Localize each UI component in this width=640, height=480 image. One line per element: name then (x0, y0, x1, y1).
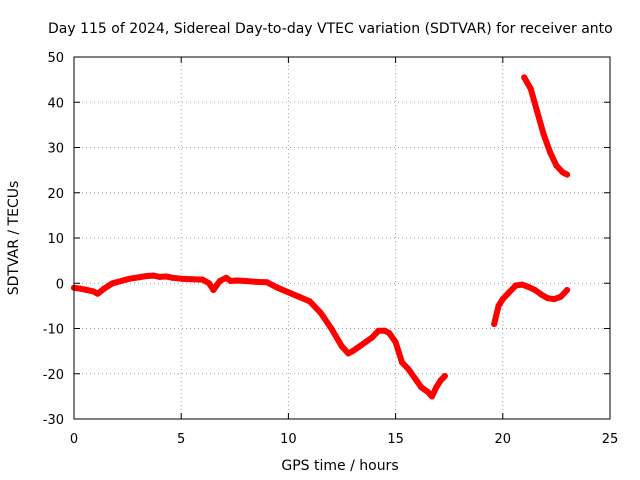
y-tick-label: 40 (47, 96, 64, 111)
data-point (77, 285, 84, 292)
data-point (375, 327, 382, 334)
data-point (188, 276, 195, 283)
data-point (491, 321, 498, 327)
series-line-1 (71, 272, 448, 400)
y-tick-label: 0 (56, 277, 64, 292)
data-point (233, 277, 240, 284)
data-point (317, 309, 324, 316)
x-tick-label: 0 (70, 432, 78, 447)
data-point (264, 279, 270, 286)
data-point (210, 287, 217, 293)
data-point (512, 282, 519, 289)
data-point (525, 283, 532, 290)
data-point (227, 278, 234, 284)
data-point (411, 375, 418, 382)
data-point (169, 274, 176, 281)
data-point (199, 276, 206, 283)
data-point (506, 289, 513, 296)
data-point (253, 278, 260, 285)
data-point (101, 285, 107, 292)
data-point (339, 343, 345, 350)
data-point (150, 272, 157, 279)
data-point (564, 171, 571, 178)
data-point (553, 162, 560, 169)
x-tick-label: 25 (602, 432, 619, 447)
data-point (424, 388, 431, 395)
data-point (143, 273, 150, 279)
data-point (156, 273, 163, 280)
data-point (216, 278, 223, 284)
data-point (547, 149, 553, 155)
data-point (441, 373, 448, 379)
y-tick-label: -10 (43, 323, 64, 338)
data-point (540, 130, 547, 137)
x-tick-label: 10 (280, 432, 297, 447)
data-point (499, 296, 506, 303)
grid-lines (74, 57, 610, 419)
data-point (118, 278, 125, 284)
data-point (433, 384, 440, 391)
data-point (551, 296, 558, 303)
data-point (178, 275, 185, 282)
data-point (83, 287, 90, 293)
data-point (306, 298, 313, 305)
data-point (135, 274, 142, 281)
x-axis-ticks: 0 5 10 15 20 25 (70, 57, 618, 447)
data-point (356, 343, 363, 350)
data-point (538, 291, 545, 298)
data-point (519, 281, 526, 288)
chart-title: Day 115 of 2024, Sidereal Day-to-day VTE… (48, 21, 613, 37)
data-point (418, 384, 425, 391)
data-point (532, 287, 538, 293)
data-point (534, 108, 541, 115)
data-point (386, 330, 393, 336)
y-tick-label: 20 (47, 187, 64, 202)
data-point (94, 290, 101, 297)
data-point (521, 74, 528, 81)
data-point (242, 278, 249, 284)
data-point (399, 359, 405, 366)
data-point (429, 393, 435, 400)
data-point (163, 273, 170, 280)
y-tick-label: -30 (43, 413, 64, 428)
series-line-3 (521, 74, 571, 178)
data-point (296, 293, 303, 300)
data-point (206, 280, 213, 287)
data-point (328, 325, 335, 332)
y-tick-label: -20 (43, 368, 64, 383)
data-point (362, 339, 369, 346)
data-point (349, 348, 356, 355)
data-point (126, 275, 133, 282)
data-point (285, 289, 292, 296)
data-point (109, 280, 116, 287)
data-point (557, 293, 564, 300)
x-tick-label: 5 (177, 432, 185, 447)
data-point (392, 339, 399, 346)
series-line-2 (491, 281, 571, 327)
y-tick-label: 10 (47, 232, 64, 247)
y-tick-label: 50 (47, 51, 64, 66)
data-point (544, 295, 551, 302)
data-point (405, 366, 412, 373)
data-point (527, 85, 534, 92)
y-tick-label: 30 (47, 142, 64, 157)
y-axis-ticks: 50 40 30 20 10 0 -10 -20 -30 (43, 51, 610, 428)
data-point (564, 287, 571, 293)
data-point (369, 334, 375, 341)
x-tick-label: 15 (387, 432, 404, 447)
data-point (274, 284, 281, 291)
y-axis-label: SDTVAR / TECUs (6, 181, 22, 296)
data-point (495, 302, 502, 309)
data-point (437, 377, 444, 384)
data-series (71, 74, 571, 400)
x-axis-label: GPS time / hours (281, 458, 398, 474)
x-tick-label: 20 (495, 432, 512, 447)
data-point (223, 274, 230, 281)
